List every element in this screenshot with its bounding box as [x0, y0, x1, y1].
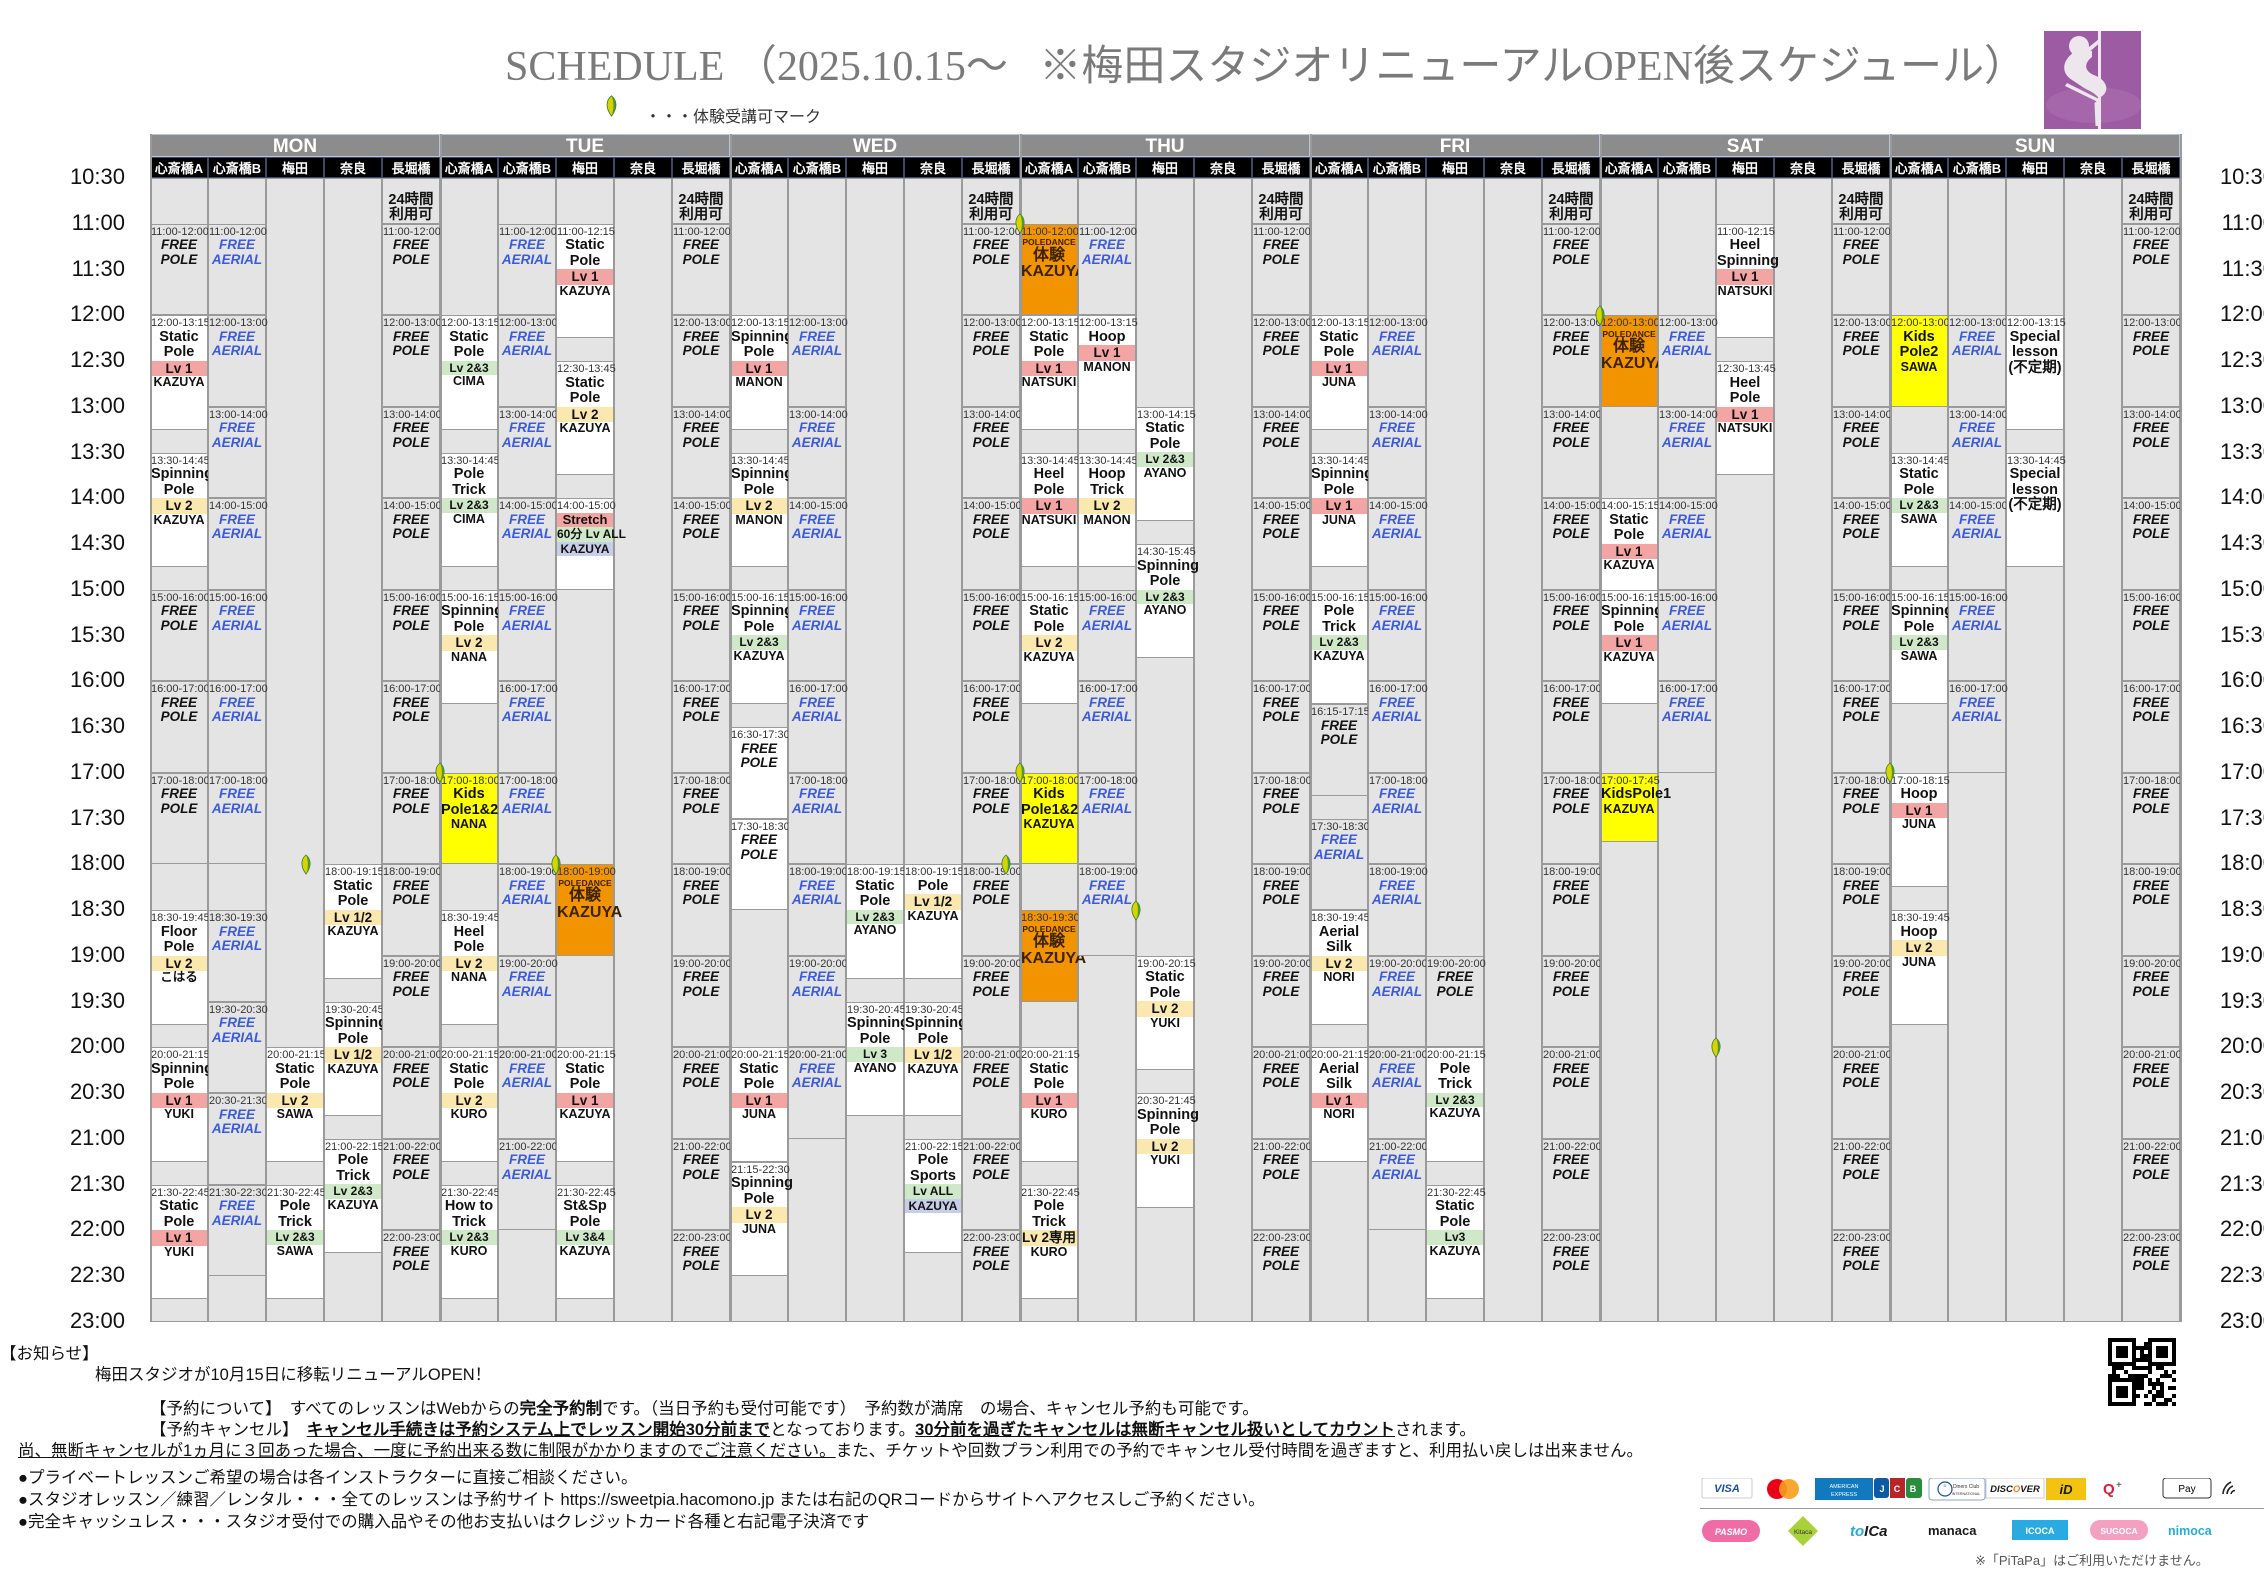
svg-text:ICOCA: ICOCA: [2026, 1526, 2056, 1536]
svg-text:Kitaca: Kitaca: [1794, 1529, 1812, 1536]
svg-text:C: C: [1894, 1484, 1901, 1494]
svg-text:manaca: manaca: [1928, 1523, 1977, 1538]
svg-text:+: +: [2116, 1480, 2122, 1491]
svg-text:EXPRESS: EXPRESS: [1831, 1492, 1857, 1498]
svg-text:DISCOVER: DISCOVER: [1990, 1484, 2040, 1495]
svg-text:Q: Q: [2103, 1481, 2115, 1498]
svg-text:INTERNATIONAL: INTERNATIONAL: [1952, 1492, 1981, 1496]
svg-text:D: D: [1944, 1483, 1947, 1488]
svg-text:B: B: [1910, 1484, 1917, 1494]
svg-text:iD: iD: [2060, 1482, 2074, 1497]
svg-text:SUGOCA: SUGOCA: [2100, 1526, 2137, 1536]
svg-text:Diners Club: Diners Club: [1953, 1484, 1979, 1490]
svg-text:PASMO: PASMO: [1715, 1527, 1747, 1537]
svg-text:AMERICAN: AMERICAN: [1829, 1484, 1858, 1490]
svg-text:toICa: toICa: [1850, 1523, 1888, 1540]
svg-text:VISA: VISA: [1714, 1483, 1740, 1495]
svg-text:Pay: Pay: [2178, 1484, 2195, 1495]
svg-text:J: J: [1879, 1484, 1884, 1494]
svg-text:nimoca: nimoca: [2168, 1524, 2213, 1538]
